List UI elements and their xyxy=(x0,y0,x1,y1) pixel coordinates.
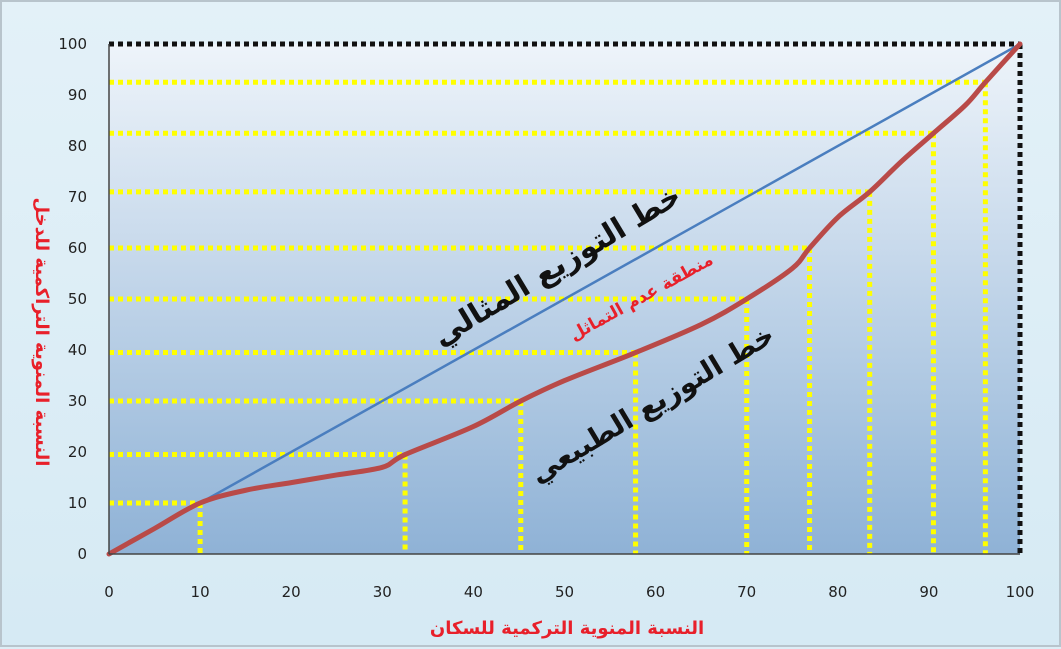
tick-labels: 0 10 20 30 40 50 60 70 80 90 100 0 10 20 30 40 50 60 70 80 9… xyxy=(58,35,1034,601)
y-tick-label-100: 100 xyxy=(58,35,87,53)
y-tick-label-90: 90 xyxy=(68,86,87,104)
y-axis-title: النسبة المنوية التراكمية للدخل xyxy=(31,198,52,467)
x-tick-label-40: 40 xyxy=(464,583,483,601)
x-tick-label-100: 100 xyxy=(1006,583,1035,601)
series-layer xyxy=(106,41,1023,557)
guide-lines xyxy=(109,41,1023,554)
y-tick-label-60: 60 xyxy=(68,239,87,257)
y-tick-label-20: 20 xyxy=(68,443,87,461)
natural-distribution-curve xyxy=(106,41,1023,557)
y-tick-label-40: 40 xyxy=(68,341,87,359)
x-tick-label-80: 80 xyxy=(828,583,847,601)
x-tick-label-90: 90 xyxy=(919,583,938,601)
y-tick-label-80: 80 xyxy=(68,137,87,155)
axes xyxy=(108,44,1020,555)
x-tick-label-60: 60 xyxy=(646,583,665,601)
y-tick-label-50: 50 xyxy=(68,290,87,308)
y-tick-label-70: 70 xyxy=(68,188,87,206)
x-tick-label-10: 10 xyxy=(191,583,210,601)
x-tick-label-0: 0 xyxy=(104,583,114,601)
x-tick-label-70: 70 xyxy=(737,583,756,601)
y-tick-label-30: 30 xyxy=(68,392,87,410)
x-axis-title: النسبة المنوية التركمية للسكان xyxy=(430,618,704,639)
x-tick-label-50: 50 xyxy=(555,583,574,601)
x-tick-label-30: 30 xyxy=(373,583,392,601)
ideal-distribution-line xyxy=(107,42,1022,556)
x-tick-label-20: 20 xyxy=(282,583,301,601)
y-tick-label-10: 10 xyxy=(68,494,87,512)
y-tick-label-0: 0 xyxy=(77,545,87,563)
